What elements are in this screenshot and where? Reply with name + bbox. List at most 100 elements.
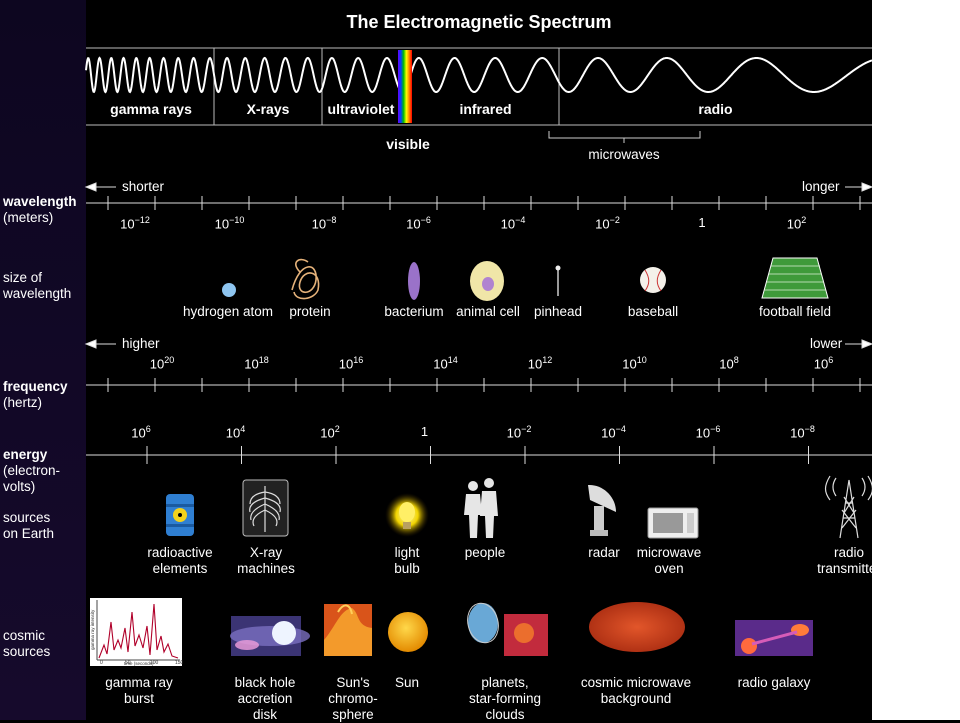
energy-heading: energy: [3, 447, 48, 462]
frequency-heading: frequency: [3, 379, 68, 394]
cosmic-caption: Sun's chromo- sphere: [328, 675, 378, 722]
frequency-tick-label: 1018: [244, 355, 269, 372]
visible-label: visible: [386, 136, 430, 152]
energy-unit-2: volts): [3, 479, 36, 494]
football-field-lines-icon: [764, 265, 826, 291]
frequency-lower: lower: [810, 336, 843, 351]
frequency-tick-label: 106: [813, 355, 834, 372]
sun-icon: [388, 612, 428, 652]
people-icon: [464, 478, 498, 538]
band-gamma-rays: gamma rays: [110, 101, 192, 117]
wavelength-tick-label: 1: [698, 215, 706, 230]
microwave-oven-icon: [647, 507, 699, 539]
animal-cell-nucleus-icon: [482, 277, 494, 291]
gamma-ray-burst-plot: [90, 598, 182, 666]
gamma-plot-tick: 50: [125, 660, 131, 666]
hydrogen-atom-icon: [222, 283, 236, 297]
frequency-tick-label: 1012: [527, 355, 553, 372]
wave-panel: [86, 47, 872, 126]
size-caption: baseball: [627, 304, 679, 319]
band-x-rays: X-rays: [246, 101, 290, 117]
wavelength-shorter: shorter: [122, 179, 165, 194]
energy-tick-label: 10−4: [601, 424, 626, 441]
band-infrared: infrared: [459, 101, 512, 117]
earth-caption: X-ray machines: [237, 545, 295, 576]
microwaves-label: microwaves: [588, 147, 660, 162]
earth-caption: light bulb: [394, 545, 420, 576]
band-ultraviolet: ultraviolet: [327, 101, 395, 117]
energy-unit-1: (electron-: [3, 463, 61, 478]
cosmic-caption: planets, star-forming clouds: [468, 675, 541, 722]
planets-icon: [467, 602, 548, 656]
frequency-tick-label: 1014: [433, 355, 458, 372]
gamma-plot-tick: 0: [100, 660, 103, 666]
earth-caption: microwave oven: [636, 545, 702, 576]
light-bulb-icon: [399, 502, 415, 522]
cosmic-heading-2: sources: [3, 644, 51, 659]
wavelength-axis: [84, 182, 874, 204]
size-caption: bacterium: [384, 304, 444, 319]
size-caption: animal cell: [456, 304, 520, 319]
gamma-plot-ylabel: gamma ray intensity: [90, 609, 95, 650]
protein-icon: [291, 258, 320, 300]
size-heading-2: wavelength: [3, 286, 72, 301]
wavelength-tick-label: 10−8: [311, 215, 337, 232]
baseball-stitch-icon: [644, 269, 662, 292]
energy-tick-label: 10−6: [695, 424, 721, 441]
radio-tower-icon: [824, 475, 874, 539]
pinhead-head-icon: [555, 265, 561, 271]
size-caption: hydrogen atom: [182, 304, 274, 319]
radio-galaxy-icon: [735, 620, 813, 656]
radar-dish-icon: [588, 484, 616, 536]
black-hole-disk-icon: [230, 616, 310, 656]
energy-tick-label: 10−2: [506, 424, 532, 441]
cosmic-caption: Sun: [394, 675, 420, 690]
earth-caption: radar: [588, 545, 620, 560]
right-blank-area: [872, 0, 960, 720]
energy-tick-label: 106: [131, 424, 151, 441]
frequency-tick-label: 1010: [622, 355, 647, 372]
bacterium-icon: [408, 262, 420, 300]
wavelength-longer: longer: [802, 179, 840, 194]
wavelength-tick-label: 10−12: [120, 215, 150, 232]
xray-image-icon: [242, 479, 289, 537]
microwaves-bracket: [548, 131, 701, 143]
football-field-icon: [761, 257, 829, 299]
wavelength-tick-label: 10−6: [406, 215, 431, 232]
size-caption: football field: [758, 304, 832, 319]
frequency-axis: [84, 339, 874, 386]
size-caption: pinhead: [533, 304, 583, 319]
gamma-plot-tick: 100: [150, 660, 159, 666]
size-caption: protein: [289, 304, 331, 319]
energy-tick-label: 104: [225, 424, 246, 441]
wavelength-heading: wavelength: [3, 194, 77, 209]
earth-caption: people: [464, 545, 506, 560]
frequency-higher: higher: [122, 336, 160, 351]
frequency-tick-label: 1020: [149, 355, 175, 372]
cosmic-caption: gamma ray burst: [105, 675, 173, 706]
cosmic-caption: cosmic microwave background: [580, 675, 692, 706]
chromosphere-icon: [324, 604, 372, 656]
wavelength-tick-label: 10−4: [500, 215, 526, 232]
cosmic-caption: black hole accretion disk: [234, 675, 296, 722]
earth-heading-1: sources: [3, 510, 51, 525]
size-heading-1: size of: [3, 270, 43, 285]
radioactive-barrel-icon: [166, 494, 194, 536]
cosmic-microwave-background-icon: [589, 602, 685, 652]
left-margin: [0, 0, 86, 720]
wave-curve: [85, 56, 873, 94]
earth-caption: radio transmitter: [817, 545, 881, 576]
wavelength-tick-label: 10−10: [214, 215, 245, 232]
wavelength-tick-label: 10−2: [595, 215, 620, 232]
diagram-title: The Electromagnetic Spectrum: [346, 12, 612, 32]
cosmic-caption: radio galaxy: [737, 675, 811, 690]
cosmic-heading-1: cosmic: [3, 628, 46, 643]
earth-heading-2: on Earth: [3, 526, 55, 541]
light-bulb-base-icon: [403, 522, 411, 529]
gamma-plot-xlabel: time (seconds): [124, 661, 154, 666]
wavelength-tick-label: 102: [786, 215, 807, 232]
band-radio: radio: [698, 101, 733, 117]
frequency-unit: (hertz): [3, 395, 43, 410]
frequency-tick-label: 108: [719, 355, 739, 372]
baseball-icon: [640, 267, 666, 293]
